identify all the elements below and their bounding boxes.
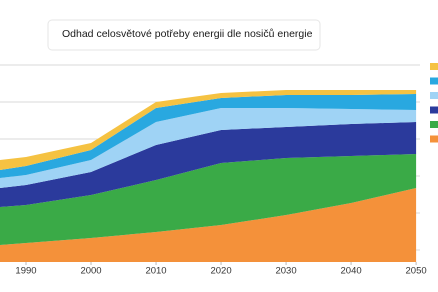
area xyxy=(0,90,417,170)
legend xyxy=(430,63,438,143)
area xyxy=(0,108,417,188)
plot-area xyxy=(0,90,417,262)
legend-swatch xyxy=(430,63,438,70)
x-tick-label: 2000 xyxy=(80,266,101,277)
legend-swatch xyxy=(430,106,438,114)
legend-swatch xyxy=(430,135,438,143)
x-axis: 1990 2000 2010 2020 2030 2040 2050 xyxy=(15,262,427,277)
x-tick-label: 2040 xyxy=(341,266,362,277)
legend-swatch xyxy=(430,92,438,99)
area xyxy=(0,94,417,178)
x-tick-label: 2030 xyxy=(275,266,296,277)
legend-swatch xyxy=(430,77,438,85)
area xyxy=(0,154,417,245)
chart-title: Odhad celosvětové potřeby energii dle no… xyxy=(62,28,313,40)
title-box xyxy=(47,19,321,51)
area xyxy=(0,122,417,207)
x-tick-label: 1990 xyxy=(15,266,36,277)
x-tick-label: 2020 xyxy=(210,266,231,277)
area xyxy=(0,188,417,262)
legend-swatch xyxy=(430,121,438,128)
x-tick-label: 2010 xyxy=(145,266,166,277)
x-tick-label: 2050 xyxy=(406,266,427,277)
